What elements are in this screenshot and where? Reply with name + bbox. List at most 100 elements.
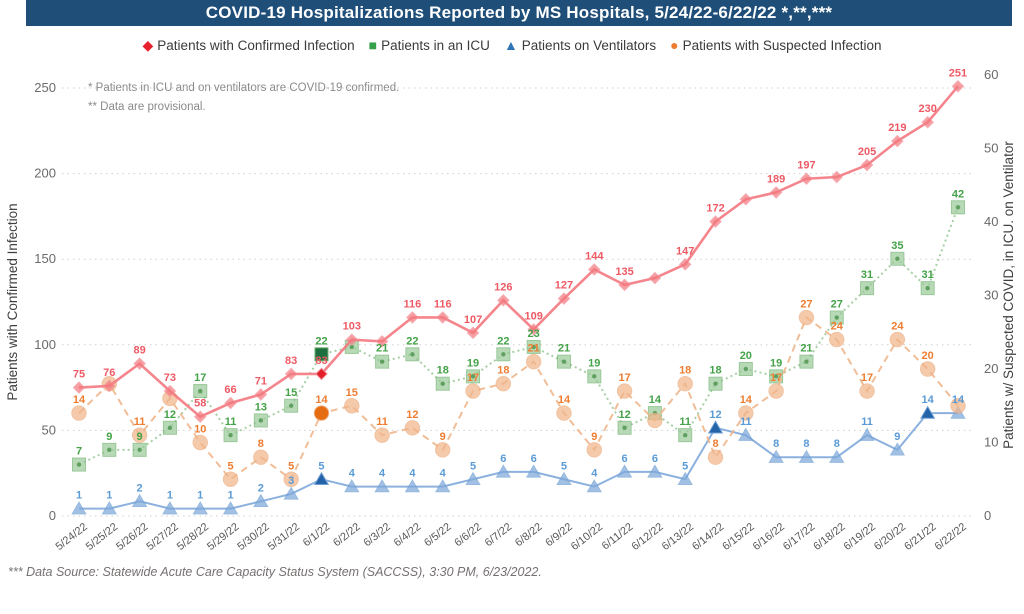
right-axis-tick-label: 0 [984,508,991,523]
data-point-label: 4 [379,468,386,480]
x-axis-date-label: 6/18/22 [811,521,847,553]
data-point-label: 8 [803,438,809,450]
data-point-label: 189 [767,173,785,185]
data-point-label: 5 [561,460,567,472]
marker-square-center-dot [592,374,597,379]
data-point-label: 27 [800,299,812,311]
marker-diamond [557,292,571,305]
data-point-label: 18 [437,365,449,377]
left-axis-tick-label: 50 [42,422,56,437]
legend-item-square: ■ Patients in an ICU [369,38,490,53]
x-axis-date-label: 5/26/22 [114,521,150,553]
data-point-label: 4 [409,468,416,480]
data-point-label: 18 [709,365,721,377]
marker-triangle [889,442,906,456]
marker-square-center-dot [410,352,415,357]
marker-square-center-dot [713,381,718,386]
data-point-label: 6 [531,453,537,465]
data-point-label: 76 [103,367,115,379]
diamond-icon: ◆ [142,37,154,53]
marker-square-center-dot [288,403,294,408]
x-axis-date-label: 5/25/22 [84,521,120,553]
marker-square-center-dot [470,374,476,379]
data-point-label: 4 [349,468,356,480]
data-point-label: 107 [464,314,482,326]
data-point-label: 11 [134,416,146,428]
data-point-label: 5 [470,460,476,472]
marker-circle [586,442,602,458]
x-axis-date-label: 6/8/22 [513,521,544,549]
x-axis-date-label: 6/2/22 [331,521,362,549]
marker-diamond [163,384,177,398]
data-point-label: 19 [467,357,479,369]
marker-diamond [193,410,207,424]
data-point-label: 1 [167,490,173,502]
data-point-label: 17 [770,372,782,384]
marker-triangle [586,479,602,493]
marker-square [314,347,329,362]
data-point-label: 1 [76,490,82,502]
marker-diamond [527,323,540,336]
series-line-square [78,206,959,466]
marker-diamond [224,396,237,410]
data-point-label: 144 [585,250,604,262]
x-axis-date-label: 5/24/22 [54,521,90,553]
x-axis-date-label: 6/10/22 [569,521,605,553]
marker-circle [919,361,936,377]
x-axis-date-label: 5/30/22 [235,521,271,553]
x-axis-date-label: 6/5/22 [422,521,453,549]
data-point-label: 11 [861,416,873,428]
x-axis-date-label: 6/15/22 [720,521,756,553]
marker-square-center-dot [804,359,809,364]
x-axis-date-label: 6/1/22 [301,521,332,549]
marker-diamond [103,379,116,393]
left-axis-tick-label: 250 [34,80,56,95]
data-point-label: 6 [500,453,506,465]
marker-triangle [374,479,390,493]
right-axis-title: Patients w/ Suspected COVID, in ICU. on … [1001,141,1016,449]
x-axis-date-label: 6/13/22 [660,521,696,553]
marker-triangle [556,471,572,485]
marker-square-center-dot [349,344,354,350]
marker-diamond [739,192,753,206]
right-axis-tick-label: 30 [984,288,998,303]
marker-diamond [436,311,450,324]
data-point-label: 35 [891,240,903,252]
data-point-label: 14 [558,394,571,406]
marker-diamond [72,381,86,394]
marker-triangle [647,464,663,478]
data-point-label: 27 [831,299,843,311]
legend-item-diamond: ◆ Patients with Confirmed Infection [143,38,355,53]
left-axis-tick-label: 150 [34,251,56,266]
data-point-label: 24 [891,321,904,333]
data-point-label: 11 [740,416,752,428]
x-axis-date-label: 5/27/22 [144,521,180,553]
data-point-label: 9 [591,431,597,443]
data-point-label: 20 [740,350,752,362]
data-point-label: 14 [740,394,753,406]
data-point-label: 197 [797,160,815,172]
data-point-label: 5 [682,460,688,472]
marker-diamond [678,258,692,271]
data-point-label: 116 [404,298,422,310]
marker-circle [465,383,481,399]
marker-circle [556,405,572,421]
data-point-label: 8 [773,438,779,450]
marker-square-center-dot [773,374,779,379]
marker-circle [495,376,512,392]
marker-circle [435,442,451,458]
series-line-triangle [79,412,958,510]
data-point-label: 21 [528,343,540,355]
data-point-label: 15 [346,387,358,399]
marker-circle [829,331,845,348]
data-point-label: 8 [258,438,264,450]
data-point-label: 14 [73,394,86,406]
marker-triangle [344,479,360,493]
circle-icon: ● [670,37,679,53]
data-point-label: 21 [558,343,570,355]
marker-circle [616,383,633,399]
data-point-label: 73 [164,372,176,384]
marker-triangle [71,501,87,515]
marker-diamond [345,333,359,346]
data-point-label: 103 [343,321,361,333]
